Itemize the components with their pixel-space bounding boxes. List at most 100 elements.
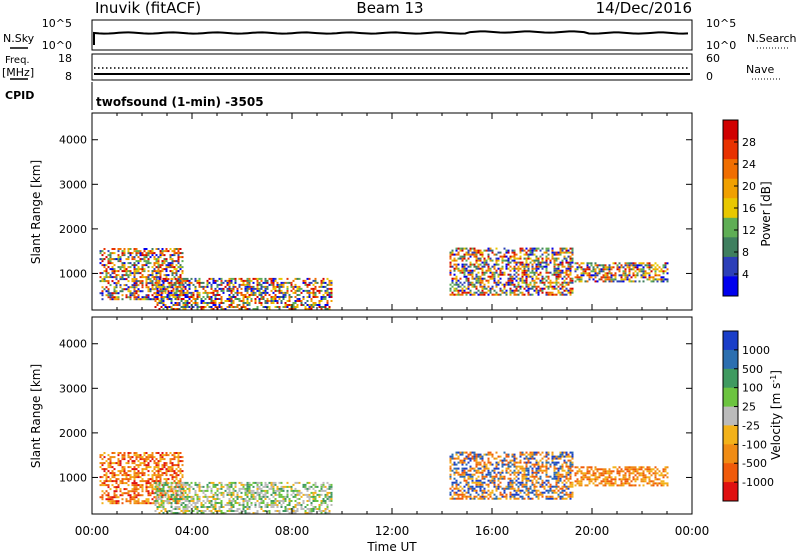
power-cell: [537, 257, 540, 260]
velocity-cell: [177, 466, 180, 469]
power-cell: [606, 274, 609, 277]
power-cell: [505, 293, 508, 296]
velocity-cell: [160, 500, 163, 502]
power-cell: [521, 269, 524, 272]
power-cell: [489, 287, 492, 290]
power-cell: [547, 257, 550, 260]
velocity-cell: [141, 486, 144, 489]
velocity-cell: [598, 482, 601, 485]
power-cell: [166, 296, 169, 298]
power-cell: [513, 259, 516, 262]
velocity-cell: [182, 510, 185, 512]
power-cell: [224, 285, 227, 288]
velocity-cell: [479, 457, 482, 460]
power-cell: [198, 291, 201, 294]
power-cell: [109, 294, 112, 297]
power-cell: [304, 279, 307, 282]
velocity-cell: [119, 452, 122, 454]
power-cell: [461, 265, 464, 268]
power-cell: [172, 304, 175, 306]
velocity-cell: [186, 506, 189, 508]
power-cell: [147, 266, 150, 269]
velocity-cell: [107, 454, 110, 457]
velocity-cell: [188, 502, 191, 504]
velocity-cell: [557, 475, 560, 478]
velocity-cell: [272, 504, 275, 506]
velocity-cell: [565, 487, 568, 490]
power-cell: [475, 273, 478, 276]
power-cell: [481, 279, 484, 282]
power-cell: [131, 286, 134, 289]
velocity-cell: [475, 463, 478, 466]
power-cell: [525, 247, 528, 250]
power-cell: [501, 259, 504, 262]
power-cell: [232, 306, 235, 308]
velocity-cell: [156, 498, 159, 500]
velocity-cell: [127, 490, 130, 493]
velocity-cell: [489, 471, 492, 474]
power-cell: [129, 296, 132, 299]
velocity-cell: [326, 493, 329, 496]
power-cell: [561, 269, 564, 272]
velocity-cell: [521, 483, 524, 486]
velocity-cell: [198, 500, 201, 502]
velocity-cell: [489, 453, 492, 456]
velocity-cell: [182, 495, 185, 498]
power-cell: [531, 251, 534, 254]
velocity-cell: [537, 471, 540, 474]
velocity-cell: [553, 463, 556, 466]
velocity-cell: [147, 482, 150, 485]
power-cell: [533, 271, 536, 274]
power-cell: [539, 279, 542, 282]
power-cell: [274, 285, 277, 288]
power-cell: [511, 255, 514, 258]
power-cell: [198, 283, 201, 286]
velocity-cell: [533, 465, 536, 468]
velocity-cell: [481, 457, 484, 460]
power-cell: [495, 269, 498, 272]
power-cell: [167, 266, 170, 269]
velocity-cell: [547, 491, 550, 494]
velocity-cell: [525, 483, 528, 486]
velocity-cell: [596, 478, 599, 481]
power-cell: [481, 287, 484, 290]
power-cell: [511, 281, 514, 284]
velocity-cell: [127, 462, 130, 465]
power-cell: [453, 277, 456, 280]
power-cell: [300, 300, 303, 302]
velocity-cell: [184, 498, 187, 500]
power-cell: [175, 268, 178, 271]
power-cell: [324, 289, 327, 292]
velocity-cell: [449, 461, 452, 464]
power-cell: [467, 291, 470, 294]
velocity-cell: [553, 469, 556, 472]
power-cell: [662, 270, 665, 273]
velocity-cell: [531, 481, 534, 484]
velocity-cell: [491, 463, 494, 466]
velocity-cell: [459, 485, 462, 488]
power-cell: [483, 285, 486, 288]
velocity-cell: [151, 478, 154, 481]
power-cell: [278, 291, 281, 294]
power-cell: [449, 283, 452, 286]
power-cell: [196, 279, 199, 282]
power-cell: [244, 285, 247, 288]
power-cell: [135, 298, 138, 301]
velocity-cell: [153, 480, 156, 483]
power-cell: [537, 265, 540, 268]
velocity-cell: [242, 483, 245, 486]
velocity-cell: [507, 465, 510, 468]
velocity-cell: [234, 489, 237, 492]
velocity-cell: [551, 489, 554, 492]
power-cell: [155, 260, 158, 263]
power-cell: [286, 281, 289, 284]
velocity-cell: [143, 460, 146, 463]
power-cell: [103, 248, 106, 250]
velocity-cell: [467, 457, 470, 460]
velocity-cell: [121, 466, 124, 469]
velocity-cell: [537, 481, 540, 484]
power-cell: [479, 257, 482, 260]
power-cell: [527, 287, 530, 290]
velocity-cell: [173, 470, 176, 473]
velocity-cell: [123, 454, 126, 457]
